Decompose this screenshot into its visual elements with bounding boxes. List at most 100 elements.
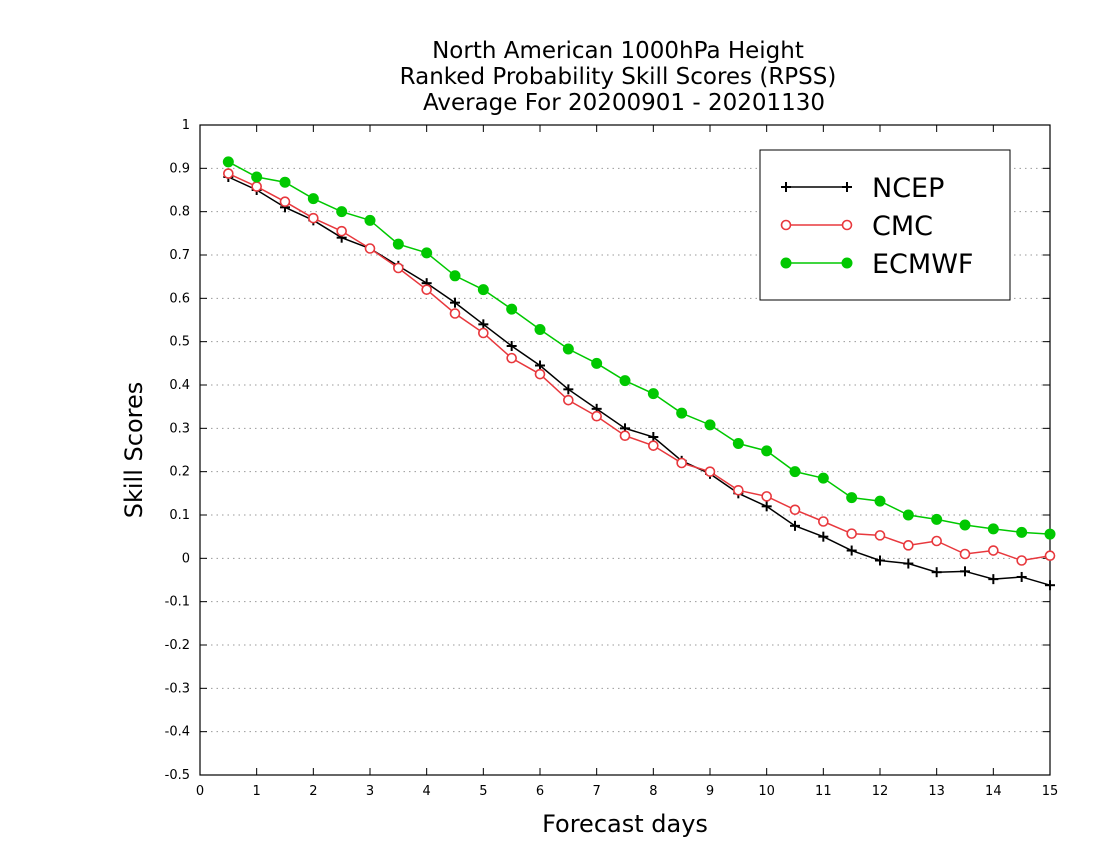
data-point-ecmwf — [789, 466, 801, 478]
data-point-cmc — [761, 491, 772, 502]
data-point-ecmwf — [477, 284, 489, 296]
data-point-ncep — [450, 297, 460, 308]
data-point-ncep — [563, 384, 574, 395]
y-axis-ticks: 1 0.9 0.8 0.7 0.6 0.5 0.4 0.3 0.2 0.1 0 -0.1 -0.2 -0.… — [165, 118, 1050, 783]
data-point-cmc — [959, 548, 971, 560]
data-point-cmc — [1016, 555, 1027, 566]
data-point-ecmwf — [987, 523, 999, 535]
data-point-ecmwf — [392, 238, 404, 250]
y-tick-label: -0.1 — [165, 595, 190, 610]
x-tick-label: 12 — [872, 784, 889, 799]
x-tick-label: 4 — [423, 784, 431, 799]
data-point-ncep — [478, 319, 489, 330]
legend-marker-cmc — [780, 219, 792, 231]
data-point-cmc — [818, 516, 829, 527]
data-point-cmc — [733, 484, 744, 496]
data-point-cmc — [563, 394, 574, 406]
data-point-cmc — [336, 225, 347, 237]
x-tick-label: 8 — [649, 784, 657, 799]
data-point-cmc — [676, 457, 687, 469]
data-point-ncep — [506, 341, 517, 351]
data-point-ncep — [761, 501, 772, 512]
data-point-cmc — [846, 528, 857, 539]
data-point-cmc — [364, 243, 376, 254]
data-point-ecmwf — [959, 519, 971, 531]
data-point-ecmwf — [874, 495, 886, 507]
y-tick-label: 0.2 — [169, 465, 190, 480]
data-point-ncep — [988, 574, 999, 585]
data-point-ncep — [875, 555, 885, 566]
y-tick-label: 0.3 — [169, 421, 190, 436]
data-point-ncep — [818, 531, 829, 542]
data-point-cmc — [704, 466, 716, 477]
y-tick-label: -0.4 — [165, 725, 190, 740]
data-point-ecmwf — [761, 445, 773, 457]
data-point-ecmwf — [279, 176, 291, 188]
y-tick-label: 1 — [182, 118, 190, 133]
data-point-ecmwf — [534, 324, 546, 336]
data-point-ecmwf — [591, 357, 603, 369]
data-point-cmc — [1044, 550, 1056, 562]
series-ecmwf — [222, 156, 1056, 540]
data-point-cmc — [223, 168, 234, 179]
legend-marker-ecmwf — [780, 257, 792, 269]
data-point-cmc — [931, 535, 942, 547]
data-point-ncep — [846, 545, 857, 556]
data-point-ecmwf — [449, 270, 461, 282]
data-point-ecmwf — [647, 388, 659, 400]
legend-marker-ncep — [781, 182, 791, 192]
chart-title: North American 1000hPa Height Ranked Pro… — [400, 38, 837, 116]
title-line-1: North American 1000hPa Height — [432, 38, 804, 64]
legend: NCEP CMC ECMWF — [759, 149, 1011, 301]
data-point-ecmwf — [902, 509, 914, 521]
title-line-3: Average For 20200901 - 20201130 — [423, 90, 825, 116]
data-point-ecmwf — [562, 343, 574, 355]
data-point-cmc — [506, 352, 517, 364]
y-tick-label: 0.6 — [169, 291, 190, 306]
data-point-ecmwf — [846, 492, 858, 504]
y-tick-label: -0.3 — [165, 681, 190, 696]
data-point-cmc — [279, 196, 291, 207]
data-point-cmc — [903, 540, 914, 551]
y-tick-label: 0.8 — [169, 205, 190, 220]
legend-marker-cmc — [841, 219, 853, 231]
data-point-ecmwf — [931, 513, 943, 525]
y-tick-label: 0.7 — [169, 248, 190, 263]
legend-marker-ecmwf — [841, 257, 853, 269]
x-tick-label: 11 — [815, 784, 832, 799]
data-point-ecmwf — [1016, 526, 1028, 538]
x-axis-ticks: 0 1 2 3 4 5 6 7 8 9 10 11 12 13 14 15 — [196, 125, 1058, 799]
data-point-cmc — [534, 368, 546, 380]
data-point-cmc — [619, 430, 631, 442]
x-tick-label: 13 — [928, 784, 945, 799]
y-tick-label: 0.5 — [169, 335, 190, 350]
data-point-ncep — [648, 432, 659, 442]
data-point-cmc — [478, 327, 489, 339]
data-point-ecmwf — [704, 419, 716, 431]
title-line-2: Ranked Probability Skill Scores (RPSS) — [400, 64, 837, 90]
x-tick-label: 15 — [1042, 784, 1059, 799]
y-tick-label: -0.2 — [165, 638, 190, 653]
x-tick-label: 5 — [479, 784, 487, 799]
data-point-ncep — [535, 360, 545, 371]
x-tick-label: 9 — [706, 784, 714, 799]
y-tick-label: 0.4 — [169, 378, 190, 393]
x-tick-label: 2 — [309, 784, 317, 799]
data-point-cmc — [789, 504, 801, 516]
legend-label-ncep: NCEP — [872, 173, 944, 204]
plot-frame — [199, 124, 1051, 776]
data-point-ncep — [1016, 571, 1027, 582]
x-tick-label: 7 — [593, 784, 601, 799]
x-tick-label: 14 — [985, 784, 1002, 799]
series-cmc — [223, 168, 1056, 566]
legend-entry-cmc: CMC — [780, 211, 933, 242]
data-point-cmc — [393, 262, 404, 274]
series-layer — [222, 156, 1056, 591]
legend-marker-ncep — [842, 182, 852, 192]
legend-label-cmc: CMC — [872, 211, 933, 242]
data-point-cmc — [251, 181, 262, 192]
x-tick-label: 6 — [536, 784, 544, 799]
data-point-ncep — [931, 567, 942, 578]
data-point-cmc — [988, 545, 999, 556]
